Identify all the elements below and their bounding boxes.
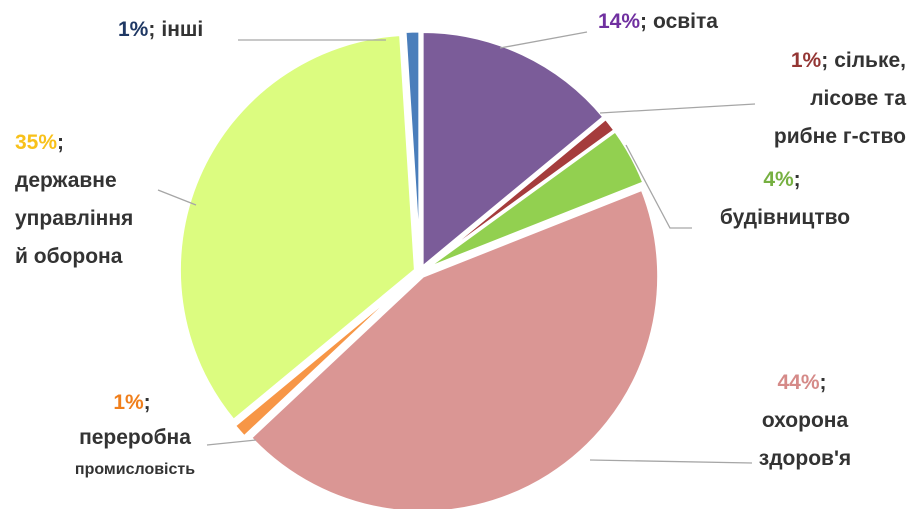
pie-slice — [177, 32, 417, 423]
separator: ; — [821, 49, 829, 72]
category-label: охорона здоров'я — [758, 409, 852, 470]
value-label: 4% — [763, 168, 794, 191]
separator: ; — [143, 391, 151, 414]
pie-slice — [232, 274, 418, 439]
separator: ; — [640, 10, 648, 33]
category-label: державне управління й оборона — [15, 169, 134, 268]
value-label: 14% — [598, 10, 641, 33]
separator: ; — [148, 18, 156, 41]
data-label: 4%; будівництво — [690, 161, 880, 237]
pie-slice — [248, 187, 661, 509]
leader-line — [157, 189, 197, 206]
value-label: 44% — [777, 371, 820, 394]
category-label: сільке, лісове та рибне г-ство — [773, 49, 906, 148]
value-label: 1% — [118, 18, 149, 41]
separator: ; — [57, 131, 65, 154]
leader-line — [625, 144, 692, 229]
value-label: 35% — [15, 131, 58, 154]
data-label: 35%; державне управління й оборона — [15, 124, 185, 276]
data-label: 1%; інші — [118, 11, 248, 49]
separator: ; — [819, 371, 827, 394]
category-label: інші — [161, 18, 204, 41]
leader-line — [206, 439, 257, 446]
value-label: 1% — [113, 391, 144, 414]
data-label: 1%; переробна промисловість — [40, 384, 230, 486]
value-label: 1% — [790, 49, 822, 72]
leader-line — [499, 31, 588, 49]
category-label: освіта — [653, 10, 718, 33]
leader-line — [589, 459, 753, 464]
data-label: 14%; освіта — [598, 3, 798, 41]
pie-slice — [403, 29, 422, 268]
leader-line — [599, 103, 756, 114]
separator: ; — [793, 168, 801, 191]
category-label: будівництво — [719, 206, 851, 229]
pie-slice — [420, 29, 607, 271]
data-label: 1%; сільке, лісове та рибне г-ство — [720, 42, 906, 156]
category-label: переробна промисловість — [74, 426, 196, 478]
data-label: 44%; охорона здоров'я — [720, 364, 890, 478]
